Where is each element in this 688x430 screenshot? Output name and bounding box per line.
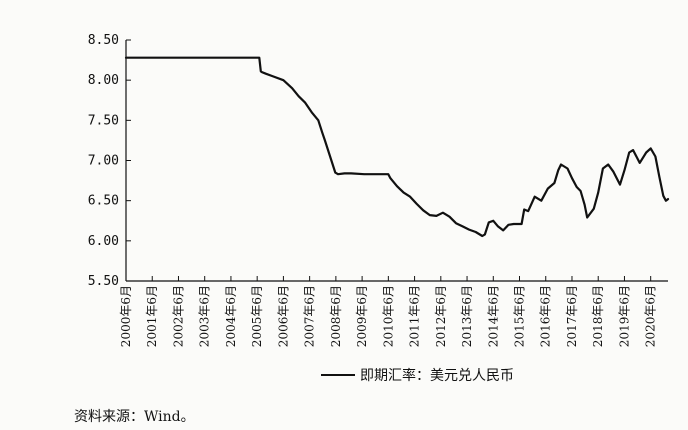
y-tick-label: 8.50 [88, 33, 119, 48]
x-axis: 2000年6月 2001年6月 2002年6月 2003年6月 2004年6月 2005年… [119, 276, 658, 347]
y-tick-label: 6.50 [88, 194, 119, 209]
x-tick-label: 2004年6月 [224, 285, 238, 347]
x-tick-label: 2000年6月 [119, 285, 133, 347]
x-tick-label: 2020年6月 [644, 285, 658, 347]
x-tick-label: 2005年6月 [250, 285, 264, 347]
series-group [124, 56, 670, 238]
x-tick-label: 2013年6月 [460, 285, 474, 347]
x-tick-label: 2012年6月 [434, 285, 448, 347]
x-tick-label: 2015年6月 [513, 285, 527, 347]
x-tick-label: 2010年6月 [381, 285, 395, 347]
x-tick-label: 2016年6月 [539, 285, 553, 347]
exchange-rate-chart: 8.50 8.00 7.50 7.00 6.50 6.00 5.50 2000年6月 2001… [88, 33, 670, 384]
y-tick-label: 6.00 [88, 234, 119, 249]
y-axis: 8.50 8.00 7.50 7.00 6.50 6.00 5.50 [88, 33, 131, 289]
axes [125, 40, 668, 282]
x-tick-label: 2007年6月 [303, 285, 317, 347]
x-tick-label: 2019年6月 [617, 285, 631, 347]
x-tick-label: 2017年6月 [565, 285, 579, 347]
series-line-usd-cny [124, 56, 670, 238]
x-tick-label: 2002年6月 [171, 285, 185, 347]
x-tick-label: 2001年6月 [145, 285, 159, 347]
legend-label: 即期汇率：美元兑人民币 [360, 367, 514, 384]
legend: 即期汇率：美元兑人民币 [321, 367, 514, 384]
x-tick-label: 2008年6月 [329, 285, 343, 347]
y-tick-label: 7.00 [88, 154, 119, 169]
x-tick-label: 2006年6月 [276, 285, 290, 347]
y-tick-label: 8.00 [88, 73, 119, 88]
x-tick-label: 2009年6月 [355, 285, 369, 347]
y-tick-label: 5.50 [88, 274, 119, 289]
x-tick-label: 2011年6月 [408, 285, 422, 347]
x-tick-label: 2003年6月 [198, 285, 212, 347]
x-tick-label: 2014年6月 [486, 285, 500, 347]
y-tick-label: 7.50 [88, 113, 119, 128]
source-note: 资料来源：Wind。 [74, 409, 195, 425]
x-tick-label: 2018年6月 [591, 285, 605, 347]
